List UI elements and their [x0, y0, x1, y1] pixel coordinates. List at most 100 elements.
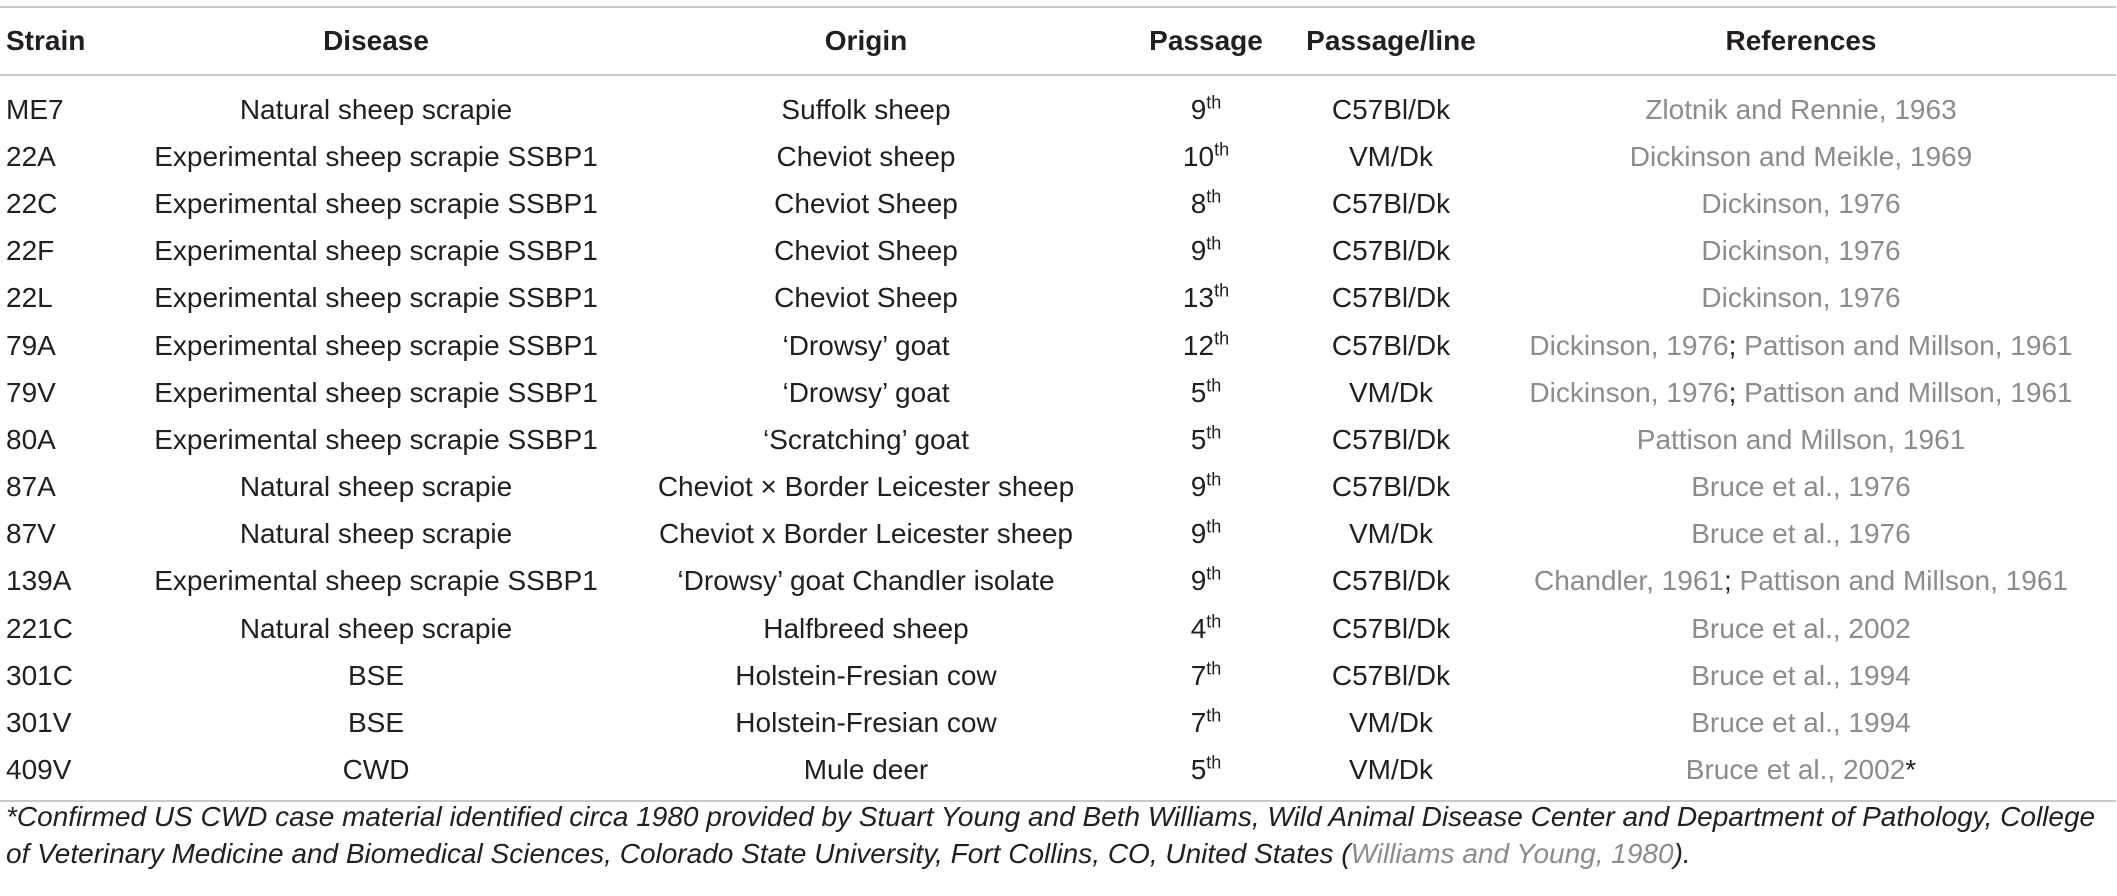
passage-number: 7	[1190, 707, 1207, 739]
reference-link[interactable]: Bruce et al., 2002	[1685, 754, 1906, 786]
cell-references: Chandler, 1961; Pattison and Millson, 19…	[1486, 558, 2116, 605]
cell-passage: 13th	[1116, 275, 1296, 322]
reference-link[interactable]: Chandler, 1961	[1534, 565, 1724, 597]
table-row: 87V Natural sheep scrapie Cheviot x Border…	[0, 511, 2116, 558]
cell-passage: 5th	[1116, 747, 1296, 801]
cell-origin: Holstein-Fresian cow	[735, 659, 997, 691]
cell-references: Pattison and Millson, 1961	[1486, 416, 2116, 463]
reference-link[interactable]: Bruce et al., 1976	[1691, 518, 1911, 550]
reference-link[interactable]: Dickinson, 1976	[1701, 187, 1901, 219]
reference-link[interactable]: Pattison and Millson, 1961	[1636, 423, 1966, 455]
passage-ordinal-suffix: th	[1206, 516, 1222, 537]
cell-origin: Cheviot x Border Leicester sheep	[659, 518, 1073, 550]
reference-link[interactable]: Bruce et al., 1994	[1691, 707, 1911, 739]
cell-disease: Experimental sheep scrapie SSBP1	[154, 329, 598, 361]
reference-link[interactable]: Zlotnik and Rennie, 1963	[1645, 93, 1957, 125]
passage-ordinal-suffix: th	[1206, 375, 1222, 396]
cell-passage: 7th	[1116, 699, 1296, 746]
reference-footnote-marker: *	[1905, 754, 1917, 786]
cell-passage-line: VM/Dk	[1349, 376, 1433, 408]
table-row: 139A Experimental sheep scrapie SSBP1 ‘Dro…	[0, 558, 2116, 605]
reference-link[interactable]: Pattison and Millson, 1961	[1744, 329, 2073, 361]
cell-strain: 87V	[6, 518, 56, 550]
cell-passage-line: C57Bl/Dk	[1331, 187, 1451, 219]
passage-ordinal-suffix: th	[1214, 139, 1230, 160]
cell-disease: CWD	[342, 754, 410, 786]
reference-link[interactable]: Dickinson, 1976	[1529, 376, 1729, 408]
table-row: 409V CWD Mule deer 5th VM/Dk Bruce et al., 20…	[0, 747, 2116, 801]
cell-strain: 22L	[6, 282, 53, 314]
reference-link[interactable]: Pattison and Millson, 1961	[1744, 376, 2073, 408]
cell-origin: Mule deer	[803, 754, 929, 786]
cell-strain: 301C	[6, 659, 73, 691]
cell-strain: 87A	[6, 471, 56, 503]
cell-passage-line: C57Bl/Dk	[1331, 423, 1451, 455]
passage-number: 10	[1182, 140, 1215, 172]
table-row: 79V Experimental sheep scrapie SSBP1 ‘Drow…	[0, 369, 2116, 416]
cell-origin: Cheviot Sheep	[774, 282, 958, 314]
cell-disease: BSE	[347, 659, 405, 691]
cell-passage-line: C57Bl/Dk	[1331, 612, 1451, 644]
passage-number: 7	[1190, 659, 1207, 691]
table-row: 22F Experimental sheep scrapie SSBP1 Chevi…	[0, 228, 2116, 275]
cell-passage-line: C57Bl/Dk	[1331, 282, 1451, 314]
passage-number: 9	[1190, 518, 1207, 550]
cell-passage-line: VM/Dk	[1349, 707, 1433, 739]
cell-strain: 79V	[6, 376, 56, 408]
reference-separator: ;	[1728, 376, 1745, 408]
passage-ordinal-suffix: th	[1206, 705, 1222, 726]
passage-number: 5	[1190, 423, 1207, 455]
reference-link[interactable]: Bruce et al., 2002	[1691, 612, 1911, 644]
cell-passage: 9th	[1116, 228, 1296, 275]
passage-ordinal-suffix: th	[1214, 281, 1230, 302]
reference-link[interactable]: Bruce et al., 1994	[1691, 659, 1911, 691]
cell-references: Dickinson, 1976; Pattison and Millson, 1…	[1486, 369, 2116, 416]
cell-passage: 8th	[1116, 180, 1296, 227]
table-row: 80A Experimental sheep scrapie SSBP1 ‘Scra…	[0, 416, 2116, 463]
cell-strain: 22C	[6, 187, 58, 219]
passage-ordinal-suffix: th	[1206, 469, 1222, 490]
footnote-reference-link[interactable]: Williams and Young, 1980	[1350, 838, 1674, 869]
table-row: 22A Experimental sheep scrapie SSBP1 Chevi…	[0, 133, 2116, 180]
header-row: Strain Disease Origin Passage Passage/li…	[0, 7, 2116, 75]
reference-link[interactable]: Dickinson and Meikle, 1969	[1629, 140, 1973, 172]
cell-origin: Holstein-Fresian cow	[735, 707, 997, 739]
reference-link[interactable]: Dickinson, 1976	[1529, 329, 1729, 361]
passage-ordinal-suffix: th	[1206, 752, 1222, 773]
cell-references: Bruce et al., 1994	[1486, 652, 2116, 699]
reference-separator: ;	[1723, 565, 1740, 597]
cell-origin: Suffolk sheep	[781, 93, 951, 125]
cell-disease: Experimental sheep scrapie SSBP1	[154, 565, 598, 597]
table-row: 221C Natural sheep scrapie Halfbreed sheep…	[0, 605, 2116, 652]
reference-link[interactable]: Dickinson, 1976	[1701, 235, 1901, 267]
cell-disease: Natural sheep scrapie	[239, 471, 513, 503]
table-row: 79A Experimental sheep scrapie SSBP1 ‘Drow…	[0, 322, 2116, 369]
cell-references: Dickinson and Meikle, 1969	[1486, 133, 2116, 180]
reference-link[interactable]: Pattison and Millson, 1961	[1739, 565, 2068, 597]
cell-passage-line: VM/Dk	[1349, 754, 1433, 786]
table-body: ME7 Natural sheep scrapie Suffolk sheep 9th…	[0, 75, 2116, 801]
passage-number: 13	[1182, 282, 1215, 314]
strain-table: Strain Disease Origin Passage Passage/li…	[0, 6, 2116, 802]
cell-references: Bruce et al., 1976	[1486, 511, 2116, 558]
cell-strain: 301V	[6, 707, 72, 739]
cell-references: Bruce et al., 2002	[1486, 605, 2116, 652]
passage-ordinal-suffix: th	[1214, 328, 1230, 349]
passage-number: 9	[1190, 565, 1207, 597]
table-header: Strain Disease Origin Passage Passage/li…	[0, 7, 2116, 75]
cell-disease: Experimental sheep scrapie SSBP1	[154, 376, 598, 408]
cell-references: Bruce et al., 1976	[1486, 464, 2116, 511]
passage-number: 5	[1190, 754, 1207, 786]
reference-link[interactable]: Dickinson, 1976	[1701, 282, 1901, 314]
passage-number: 8	[1190, 187, 1207, 219]
reference-separator: ;	[1728, 329, 1745, 361]
passage-number: 9	[1190, 93, 1207, 125]
cell-passage-line: C57Bl/Dk	[1331, 93, 1451, 125]
cell-passage-line: C57Bl/Dk	[1331, 565, 1451, 597]
cell-passage-line: C57Bl/Dk	[1331, 329, 1451, 361]
cell-passage-line: VM/Dk	[1349, 140, 1433, 172]
reference-link[interactable]: Bruce et al., 1976	[1691, 471, 1911, 503]
cell-strain: 79A	[6, 329, 56, 361]
cell-passage: 5th	[1116, 369, 1296, 416]
